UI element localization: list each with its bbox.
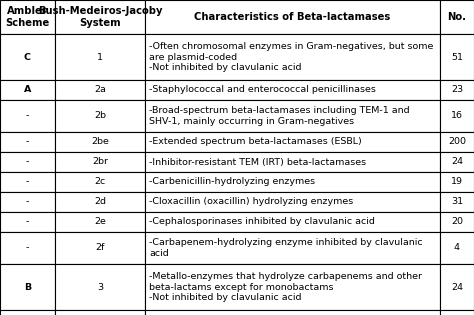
- Bar: [0, 172, 55, 192]
- Text: -Broad-spectrum beta-lactamases including TEM-1 and
SHV-1, mainly occurring in G: -Broad-spectrum beta-lactamases includin…: [149, 106, 410, 126]
- Bar: [145, 172, 440, 192]
- Bar: [440, 100, 474, 132]
- Bar: [440, 80, 474, 100]
- Bar: [55, 172, 145, 192]
- Text: Bush-Medeiros-Jacoby
System: Bush-Medeiros-Jacoby System: [38, 6, 162, 28]
- Text: 2c: 2c: [94, 177, 106, 186]
- Bar: [0, 34, 55, 80]
- Bar: [440, 132, 474, 152]
- Text: 51: 51: [451, 53, 463, 61]
- Bar: [440, 172, 474, 192]
- Text: 2d: 2d: [94, 198, 106, 207]
- Text: -: -: [26, 138, 29, 146]
- Bar: [440, 232, 474, 264]
- Text: 2e: 2e: [94, 217, 106, 226]
- Text: 31: 31: [451, 198, 463, 207]
- Bar: [145, 192, 440, 212]
- Text: 3: 3: [97, 283, 103, 291]
- Bar: [145, 152, 440, 172]
- Bar: [145, 80, 440, 100]
- Text: -: -: [26, 198, 29, 207]
- Bar: [145, 34, 440, 80]
- Bar: [440, 0, 474, 34]
- Bar: [0, 80, 55, 100]
- Bar: [55, 232, 145, 264]
- Bar: [55, 132, 145, 152]
- Text: -: -: [26, 217, 29, 226]
- Text: A: A: [24, 85, 31, 94]
- Text: 2a: 2a: [94, 85, 106, 94]
- Bar: [145, 132, 440, 152]
- Text: -Carbenicillin-hydrolyzing enzymes: -Carbenicillin-hydrolyzing enzymes: [149, 177, 315, 186]
- Bar: [440, 264, 474, 310]
- Bar: [0, 310, 55, 315]
- Text: -Often chromosomal enzymes in Gram-negatives, but some
are plasmid-coded
-Not in: -Often chromosomal enzymes in Gram-negat…: [149, 42, 433, 72]
- Text: C: C: [24, 53, 31, 61]
- Text: -: -: [26, 243, 29, 253]
- Text: 1: 1: [97, 53, 103, 61]
- Bar: [55, 192, 145, 212]
- Bar: [55, 34, 145, 80]
- Bar: [55, 264, 145, 310]
- Text: 24: 24: [451, 283, 463, 291]
- Bar: [145, 310, 440, 315]
- Text: -Inhibitor-resistant TEM (IRT) beta-lactamases: -Inhibitor-resistant TEM (IRT) beta-lact…: [149, 158, 366, 167]
- Bar: [0, 232, 55, 264]
- Bar: [0, 100, 55, 132]
- Bar: [440, 192, 474, 212]
- Bar: [55, 212, 145, 232]
- Text: B: B: [24, 283, 31, 291]
- Text: 19: 19: [451, 177, 463, 186]
- Bar: [55, 80, 145, 100]
- Bar: [55, 152, 145, 172]
- Bar: [145, 264, 440, 310]
- Text: -Carbapenem-hydrolyzing enzyme inhibited by clavulanic
acid: -Carbapenem-hydrolyzing enzyme inhibited…: [149, 238, 423, 258]
- Text: -: -: [26, 112, 29, 121]
- Bar: [145, 212, 440, 232]
- Bar: [440, 152, 474, 172]
- Text: 23: 23: [451, 85, 463, 94]
- Bar: [0, 192, 55, 212]
- Bar: [145, 0, 440, 34]
- Text: 24: 24: [451, 158, 463, 167]
- Text: -Cephalosporinases inhibited by clavulanic acid: -Cephalosporinases inhibited by clavulan…: [149, 217, 375, 226]
- Bar: [55, 310, 145, 315]
- Bar: [0, 152, 55, 172]
- Text: Ambler
Scheme: Ambler Scheme: [5, 6, 50, 28]
- Text: No.: No.: [447, 12, 466, 22]
- Bar: [145, 100, 440, 132]
- Text: 2be: 2be: [91, 138, 109, 146]
- Text: 20: 20: [451, 217, 463, 226]
- Text: 2br: 2br: [92, 158, 108, 167]
- Text: -: -: [26, 177, 29, 186]
- Bar: [55, 100, 145, 132]
- Bar: [440, 212, 474, 232]
- Bar: [145, 232, 440, 264]
- Bar: [0, 212, 55, 232]
- Bar: [0, 0, 55, 34]
- Bar: [0, 264, 55, 310]
- Bar: [440, 34, 474, 80]
- Text: -Metallo-enzymes that hydrolyze carbapenems and other
beta-lactams except for mo: -Metallo-enzymes that hydrolyze carbapen…: [149, 272, 422, 302]
- Bar: [440, 310, 474, 315]
- Text: 2f: 2f: [95, 243, 105, 253]
- Text: Characteristics of Beta-lactamases: Characteristics of Beta-lactamases: [194, 12, 391, 22]
- Text: 4: 4: [454, 243, 460, 253]
- Text: -Extended spectrum beta-lactamases (ESBL): -Extended spectrum beta-lactamases (ESBL…: [149, 138, 362, 146]
- Text: 2b: 2b: [94, 112, 106, 121]
- Text: -Cloxacillin (oxacillin) hydrolyzing enzymes: -Cloxacillin (oxacillin) hydrolyzing enz…: [149, 198, 353, 207]
- Text: -Staphylococcal and enterococcal penicillinases: -Staphylococcal and enterococcal penicil…: [149, 85, 376, 94]
- Text: -: -: [26, 158, 29, 167]
- Text: 200: 200: [448, 138, 466, 146]
- Bar: [55, 0, 145, 34]
- Text: 16: 16: [451, 112, 463, 121]
- Bar: [0, 132, 55, 152]
